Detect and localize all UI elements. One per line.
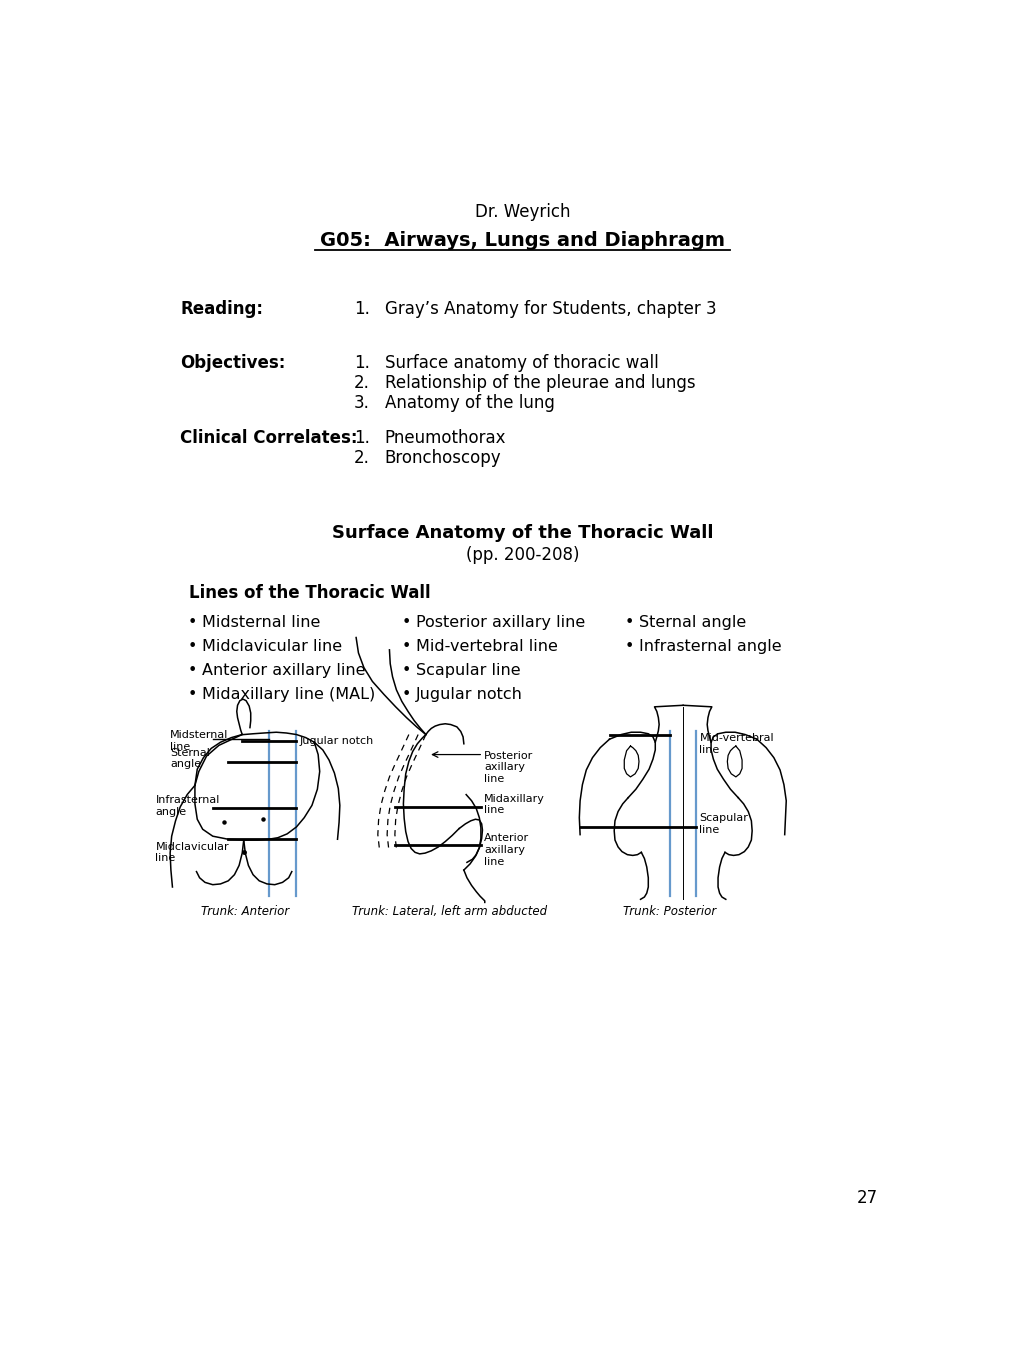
Text: •: • [401,639,411,654]
Text: Objectives:: Objectives: [180,354,285,373]
Text: Surface Anatomy of the Thoracic Wall: Surface Anatomy of the Thoracic Wall [331,524,713,541]
Text: Bronchoscopy: Bronchoscopy [384,449,501,466]
Text: Trunk: Lateral, left arm abducted: Trunk: Lateral, left arm abducted [352,904,546,918]
Text: Jugular notch: Jugular notch [300,737,373,747]
Text: Sternal
angle: Sternal angle [170,748,210,770]
Text: Midsternal line: Midsternal line [202,615,320,630]
Text: Clinical Correlates:: Clinical Correlates: [180,428,358,447]
Text: Infrasternal angle: Infrasternal angle [638,639,781,654]
Text: Gray’s Anatomy for Students, chapter 3: Gray’s Anatomy for Students, chapter 3 [384,301,715,318]
Text: 1.: 1. [354,428,369,447]
Text: 1.: 1. [354,301,369,318]
Text: Pneumothorax: Pneumothorax [384,428,505,447]
Text: Anatomy of the lung: Anatomy of the lung [384,394,554,412]
Text: •: • [187,639,197,654]
Text: Scapular line: Scapular line [416,662,520,677]
Text: Trunk: Anterior: Trunk: Anterior [201,904,289,918]
Text: 2.: 2. [354,374,369,392]
Text: Surface anatomy of thoracic wall: Surface anatomy of thoracic wall [384,354,658,373]
Text: Reading:: Reading: [180,301,263,318]
Text: •: • [401,615,411,630]
Text: •: • [401,662,411,677]
Text: •: • [625,639,634,654]
Text: Dr. Weyrich: Dr. Weyrich [475,203,570,222]
Text: Relationship of the pleurae and lungs: Relationship of the pleurae and lungs [384,374,695,392]
Text: Lines of the Thoracic Wall: Lines of the Thoracic Wall [190,585,431,602]
Text: Scapular
line: Scapular line [699,813,748,835]
Text: Jugular notch: Jugular notch [416,687,522,702]
Text: •: • [625,615,634,630]
Text: Posterior axillary line: Posterior axillary line [416,615,585,630]
Text: G05:  Airways, Lungs and Diaphragm: G05: Airways, Lungs and Diaphragm [320,231,725,250]
Text: Mid-vertebral line: Mid-vertebral line [416,639,557,654]
Text: •: • [401,687,411,702]
Text: Trunk: Posterior: Trunk: Posterior [623,904,716,918]
Text: Midclavicular
line: Midclavicular line [155,842,229,864]
Text: 2.: 2. [354,449,369,466]
Text: Midaxillary line (MAL): Midaxillary line (MAL) [202,687,375,702]
Text: Midaxillary
line: Midaxillary line [484,794,544,816]
Text: Midsternal
line: Midsternal line [170,730,228,752]
Text: •: • [187,687,197,702]
Text: 3.: 3. [354,394,369,412]
Text: Anterior axillary line: Anterior axillary line [202,662,365,677]
Text: Posterior
axillary
line: Posterior axillary line [484,751,533,783]
Text: Midclavicular line: Midclavicular line [202,639,341,654]
Text: (pp. 200-208): (pp. 200-208) [466,545,579,564]
Text: 27: 27 [856,1189,876,1206]
Text: Anterior
axillary
line: Anterior axillary line [484,834,529,866]
Text: Mid-vertebral
line: Mid-vertebral line [699,733,773,755]
Text: •: • [187,662,197,677]
Text: Infrasternal
angle: Infrasternal angle [155,796,219,817]
Text: 1.: 1. [354,354,369,373]
Text: •: • [187,615,197,630]
Text: Sternal angle: Sternal angle [638,615,746,630]
